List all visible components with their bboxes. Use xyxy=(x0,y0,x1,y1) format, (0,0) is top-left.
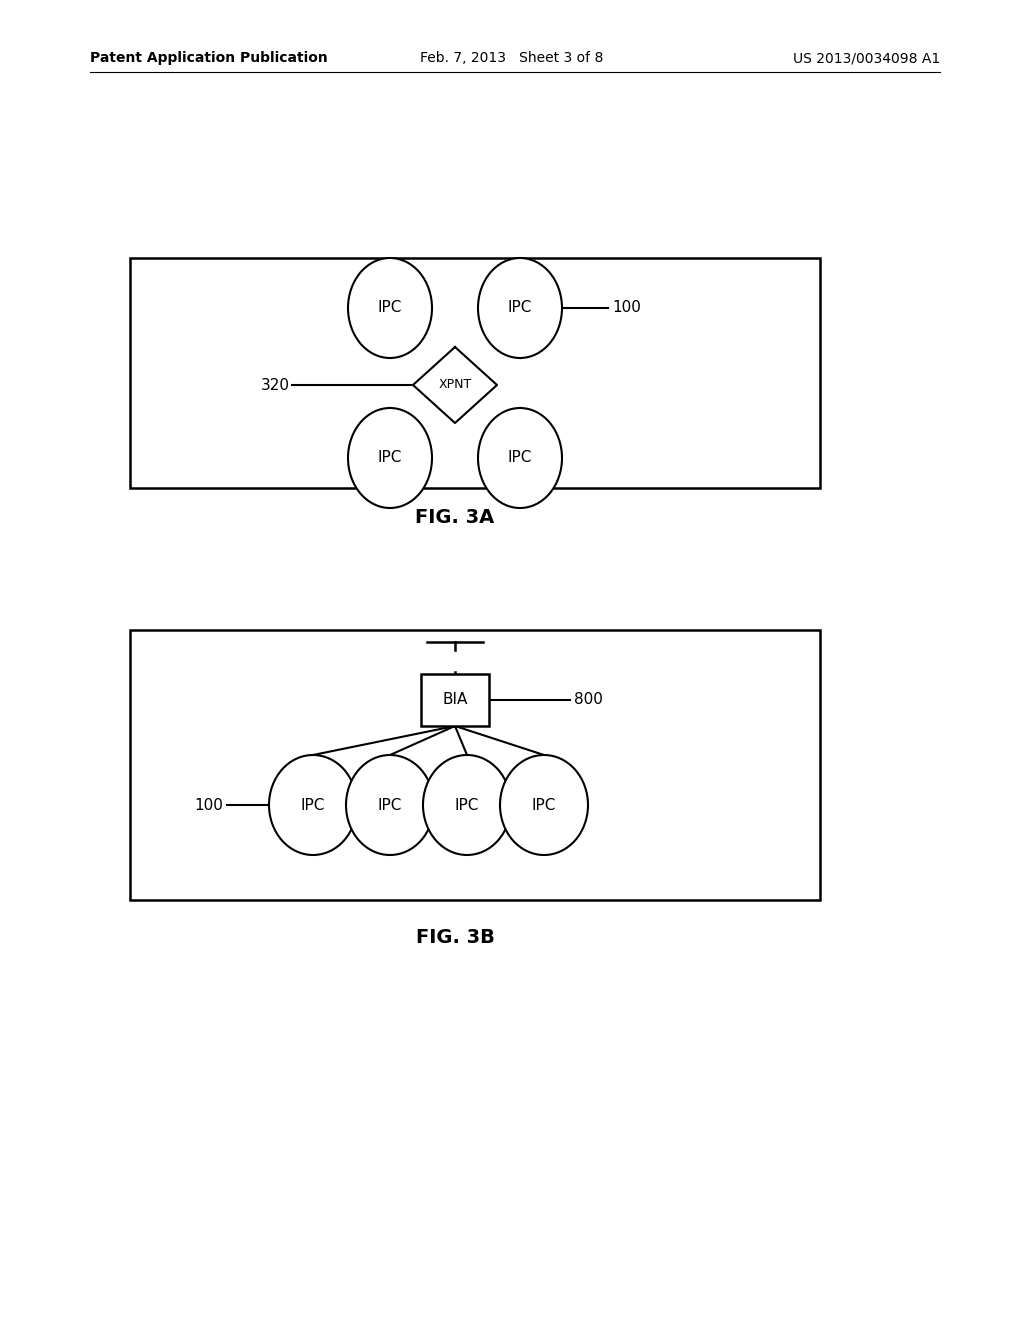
Polygon shape xyxy=(413,347,497,422)
Text: XPNT: XPNT xyxy=(438,379,472,392)
Text: IPC: IPC xyxy=(378,797,402,813)
Ellipse shape xyxy=(478,408,562,508)
Ellipse shape xyxy=(346,755,434,855)
Text: IPC: IPC xyxy=(508,450,532,466)
Text: IPC: IPC xyxy=(301,797,326,813)
Bar xyxy=(130,630,820,900)
Text: IPC: IPC xyxy=(508,301,532,315)
Text: FIG. 3B: FIG. 3B xyxy=(416,928,495,946)
Text: IPC: IPC xyxy=(378,450,402,466)
Ellipse shape xyxy=(423,755,511,855)
Text: 320: 320 xyxy=(261,378,290,392)
Text: BIA: BIA xyxy=(442,693,468,708)
Text: US 2013/0034098 A1: US 2013/0034098 A1 xyxy=(793,51,940,65)
Text: IPC: IPC xyxy=(378,301,402,315)
Bar xyxy=(421,675,489,726)
Text: FIG. 3A: FIG. 3A xyxy=(416,508,495,527)
Text: 800: 800 xyxy=(574,693,603,708)
Text: IPC: IPC xyxy=(455,797,479,813)
Ellipse shape xyxy=(269,755,357,855)
Text: 100: 100 xyxy=(612,301,641,315)
Ellipse shape xyxy=(348,408,432,508)
Bar xyxy=(130,257,820,488)
Text: Patent Application Publication: Patent Application Publication xyxy=(90,51,328,65)
Ellipse shape xyxy=(348,257,432,358)
Text: IPC: IPC xyxy=(531,797,556,813)
Text: Feb. 7, 2013   Sheet 3 of 8: Feb. 7, 2013 Sheet 3 of 8 xyxy=(420,51,604,65)
Ellipse shape xyxy=(500,755,588,855)
Text: 100: 100 xyxy=(195,797,223,813)
Ellipse shape xyxy=(478,257,562,358)
